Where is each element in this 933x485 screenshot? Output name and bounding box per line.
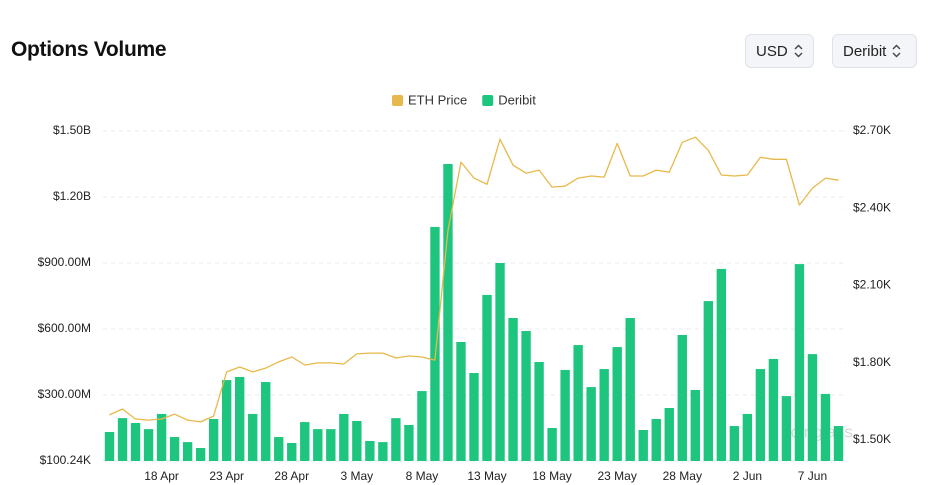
bar — [261, 382, 271, 461]
bar — [781, 396, 792, 461]
bar — [130, 422, 141, 461]
y2-tick-label: $1.80K — [853, 355, 891, 369]
bar — [573, 345, 583, 461]
y2-tick-label: $1.50K — [853, 432, 891, 446]
bar — [404, 424, 414, 461]
bar — [208, 418, 219, 461]
chevron-icon — [892, 44, 901, 58]
bar — [417, 391, 427, 461]
bar — [326, 429, 336, 461]
bar — [768, 358, 779, 461]
bar — [534, 362, 544, 461]
bar — [508, 318, 518, 461]
x-tick-label: 23 May — [598, 469, 637, 483]
bar — [287, 442, 297, 461]
bar — [300, 422, 310, 461]
x-tick-label: 28 Apr — [274, 469, 309, 483]
currency-label: USD — [756, 42, 788, 60]
price-line — [109, 136, 839, 423]
currency-select[interactable]: USD — [745, 34, 814, 68]
bar — [117, 418, 128, 461]
x-tick-label: 2 Jun — [733, 469, 762, 483]
bar — [755, 369, 766, 461]
bar — [352, 420, 362, 461]
bar — [599, 369, 609, 461]
bar — [729, 426, 740, 461]
bar — [703, 301, 714, 461]
bar — [794, 264, 805, 461]
y2-tick-label: $2.40K — [853, 200, 891, 214]
bar — [313, 429, 323, 461]
bar — [443, 164, 453, 462]
legend-label: ETH Price — [408, 92, 467, 107]
bar — [339, 413, 349, 461]
y-tick-label: $300.00M — [38, 387, 91, 401]
bar — [690, 389, 700, 461]
legend-swatch — [482, 95, 494, 106]
bar — [521, 330, 531, 461]
bar — [378, 442, 388, 461]
bar — [807, 354, 818, 461]
bar — [742, 413, 753, 461]
y2-tick-label: $2.10K — [853, 278, 891, 292]
y-tick-label: $1.50B — [53, 123, 91, 137]
y-tick-label: $1.20B — [53, 189, 91, 203]
bar — [820, 393, 831, 461]
bar — [664, 407, 674, 461]
x-tick-label: 3 May — [340, 469, 373, 483]
bar — [104, 431, 115, 461]
x-tick-label: 8 May — [406, 469, 439, 483]
exchange-select[interactable]: Deribit — [832, 34, 917, 68]
bar — [248, 413, 258, 461]
bar — [651, 418, 661, 461]
page-title: Options Volume — [11, 38, 167, 61]
bar — [456, 341, 466, 461]
bar — [469, 373, 479, 461]
bar — [391, 418, 401, 461]
bar — [274, 437, 284, 461]
bar — [833, 426, 844, 461]
x-tick-label: 13 May — [467, 469, 506, 483]
y-tick-label: $600.00M — [38, 321, 91, 335]
bar — [716, 268, 727, 461]
bar — [677, 334, 687, 461]
x-tick-label: 28 May — [663, 469, 702, 483]
exchange-label: Deribit — [843, 42, 887, 60]
chevron-icon — [794, 44, 803, 58]
legend-swatch — [392, 95, 403, 106]
bar — [482, 294, 492, 461]
bar — [365, 441, 375, 461]
bar — [430, 226, 440, 461]
y2-tick-label: $2.70K — [853, 123, 891, 137]
bar — [625, 318, 635, 461]
y-tick-label: $100.24K — [40, 453, 91, 467]
bar — [586, 387, 596, 461]
bar — [234, 376, 245, 461]
bar — [638, 429, 648, 461]
legend-label: Deribit — [498, 92, 536, 107]
bar — [195, 448, 206, 461]
bar — [547, 428, 557, 461]
bar — [612, 347, 622, 461]
x-tick-label: 23 Apr — [209, 469, 244, 483]
y-tick-label: $900.00M — [38, 255, 91, 269]
x-tick-label: 7 Jun — [798, 469, 827, 483]
bar — [495, 263, 505, 461]
x-tick-label: 18 May — [532, 469, 571, 483]
bar — [169, 437, 180, 461]
bar — [560, 369, 570, 461]
bar — [143, 429, 154, 461]
bar — [156, 413, 167, 461]
bar — [221, 380, 232, 461]
x-tick-label: 18 Apr — [144, 469, 179, 483]
bar — [182, 442, 193, 461]
